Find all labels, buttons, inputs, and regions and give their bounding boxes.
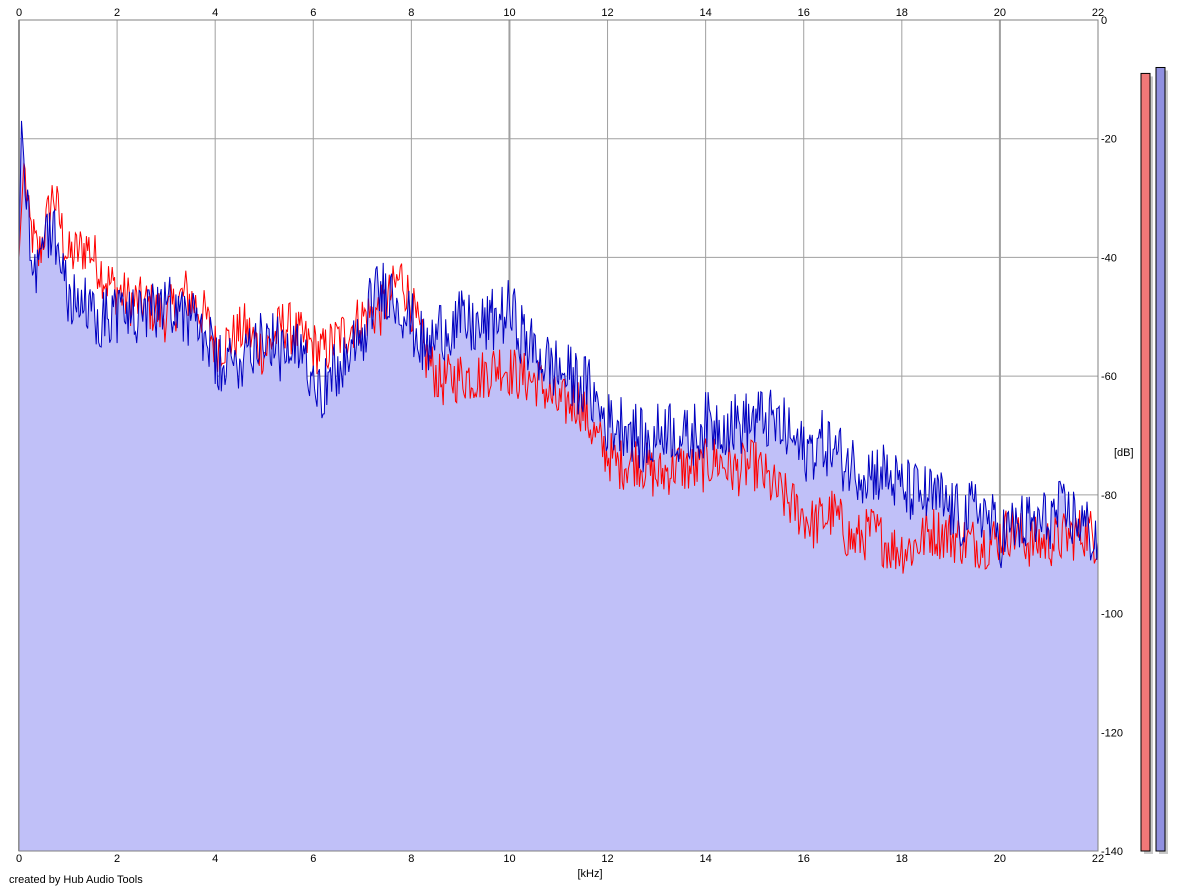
x-tick-label-bottom: 6 xyxy=(310,853,316,865)
x-tick-label-top: 4 xyxy=(212,7,218,19)
x-tick-label-top: 22 xyxy=(1092,7,1104,19)
x-tick-label-top: 2 xyxy=(114,7,120,19)
y-axis-label: [dB] xyxy=(1114,447,1134,459)
level-meters xyxy=(1140,66,1168,854)
x-tick-label-top: 6 xyxy=(310,7,316,19)
y-tick-labels: 0 -20 -40 -60 -80 -100 -120 -140 xyxy=(1101,15,1123,858)
x-axis-label: [kHz] xyxy=(577,868,602,880)
y-tick-label: 0 xyxy=(1101,15,1107,27)
x-tick-label-bottom: 18 xyxy=(896,853,908,865)
x-tick-label-top: 16 xyxy=(798,7,810,19)
y-tick-label: -80 xyxy=(1101,490,1117,502)
x-tick-label-bottom: 16 xyxy=(798,853,810,865)
y-tick-label: -100 xyxy=(1101,609,1123,621)
y-tick-label: -120 xyxy=(1101,727,1123,739)
x-tick-label-bottom: 14 xyxy=(700,853,712,865)
x-tick-label-top: 18 xyxy=(896,7,908,19)
x-tick-label-bottom: 4 xyxy=(212,853,218,865)
x-tick-label-bottom: 2 xyxy=(114,853,120,865)
x-tick-label-bottom: 22 xyxy=(1092,853,1104,865)
x-tick-label-top: 8 xyxy=(408,7,414,19)
level-meter-blue xyxy=(1155,66,1166,852)
x-tick-labels-top: 0 2 4 6 8 10 12 14 16 18 20 22 xyxy=(16,7,1104,19)
chart-series-group xyxy=(18,120,1099,574)
x-tick-label-bottom: 12 xyxy=(601,853,613,865)
x-tick-label-bottom: 20 xyxy=(994,853,1006,865)
y-tick-label: -40 xyxy=(1101,252,1117,264)
x-tick-label-bottom: 10 xyxy=(503,853,515,865)
x-tick-labels-bottom: 0 2 4 6 8 10 12 14 16 18 20 22 xyxy=(16,853,1104,865)
x-tick-label-top: 20 xyxy=(994,7,1006,19)
x-tick-label-top: 10 xyxy=(503,7,515,19)
series-line-blue xyxy=(18,120,1099,569)
x-tick-label-bottom: 0 xyxy=(16,853,22,865)
x-tick-label-top: 0 xyxy=(16,7,22,19)
level-meter-red xyxy=(1140,72,1151,852)
x-tick-label-top: 14 xyxy=(700,7,712,19)
x-tick-label-top: 12 xyxy=(601,7,613,19)
y-tick-label: -140 xyxy=(1101,846,1123,858)
y-tick-label: -60 xyxy=(1101,371,1117,383)
x-tick-label-bottom: 8 xyxy=(408,853,414,865)
y-tick-label: -20 xyxy=(1101,134,1117,146)
plot-border xyxy=(18,19,1099,852)
credit-text: created by Hub Audio Tools xyxy=(9,874,143,886)
series-line-red xyxy=(18,162,1099,574)
spectrum-fill-area xyxy=(19,120,1098,851)
